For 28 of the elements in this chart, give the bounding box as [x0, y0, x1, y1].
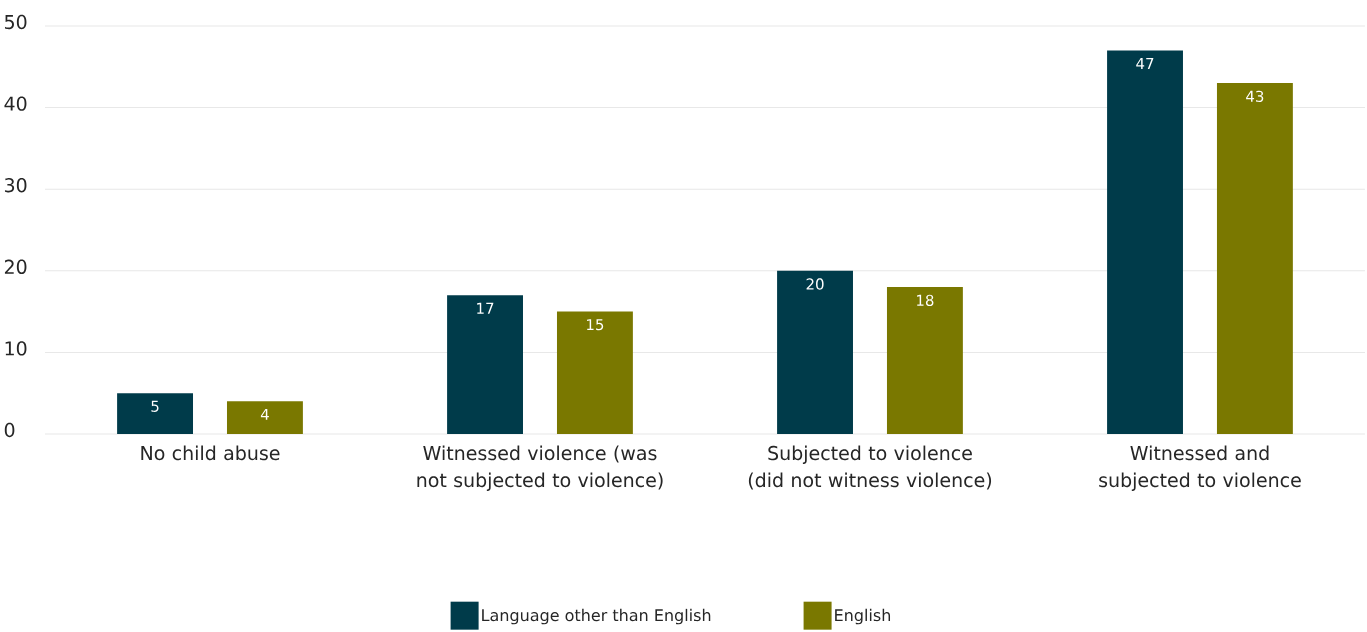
- x-tick-label: No child abuse: [141, 445, 280, 461]
- y-tick-label: 0: [4, 422, 15, 438]
- bar: [226, 401, 303, 434]
- data-label: 17: [477, 302, 494, 314]
- x-tick-label: Subjected to violence (did not witness violence): [748, 445, 992, 490]
- legend-label: Language other than English: [482, 608, 711, 625]
- bar: [886, 287, 963, 434]
- y-tick-label: 40: [4, 96, 27, 111]
- bar: [117, 393, 193, 434]
- x-tick-label: Witnessed violence (was not subjected to violence): [417, 445, 663, 491]
- data-label: 15: [587, 319, 604, 331]
- x-tick-label: Witnessed and subjected to violence: [1099, 445, 1301, 491]
- y-tick-label: 10: [5, 341, 27, 356]
- data-label: 47: [1136, 58, 1154, 69]
- data-label: 20: [806, 278, 824, 290]
- bar: [447, 295, 523, 434]
- bar: [556, 311, 633, 434]
- data-label: 43: [1246, 90, 1264, 102]
- bar: [777, 270, 853, 434]
- data-label: 18: [917, 294, 934, 307]
- data-label: 5: [151, 400, 159, 412]
- bar: [1216, 83, 1293, 434]
- data-label: 4: [260, 408, 269, 420]
- y-tick-label: 30: [4, 178, 27, 193]
- y-tick-label: 20: [4, 259, 27, 274]
- bar: [1107, 50, 1183, 434]
- legend-label: English: [835, 608, 891, 625]
- y-tick-label: 50: [4, 14, 27, 30]
